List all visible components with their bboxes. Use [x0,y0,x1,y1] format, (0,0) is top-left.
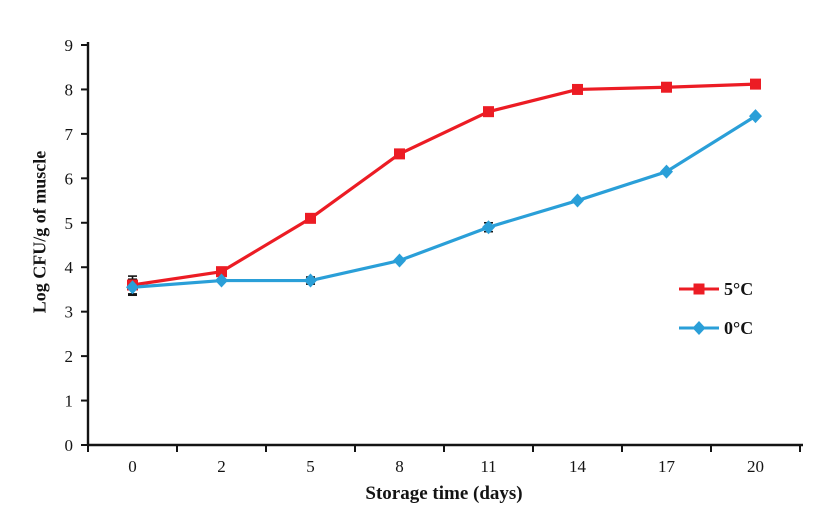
series-line-0 [130,82,758,287]
series-line-1 [130,114,758,289]
svg-text:1: 1 [65,392,74,411]
series-markers-1 [126,109,762,295]
svg-text:8: 8 [65,80,74,99]
svg-text:8: 8 [395,457,404,476]
legend-item-5c: 5°C [678,279,754,299]
svg-text:7: 7 [65,125,74,144]
svg-text:14: 14 [569,457,587,476]
svg-text:5: 5 [306,457,315,476]
svg-text:20: 20 [747,457,764,476]
series-markers-0 [127,78,761,291]
svg-text:4: 4 [65,258,74,277]
error-bars [128,85,582,297]
svg-text:9: 9 [65,36,74,55]
svg-text:6: 6 [65,169,74,188]
chart-legend: 5°C 0°C [678,279,754,338]
svg-text:0: 0 [128,457,137,476]
svg-text:2: 2 [217,457,226,476]
legend-label-0c: 0°C [724,318,754,338]
y-axis-title: Log CFU/g of muscle [29,150,50,314]
legend-item-0c: 0°C [678,318,754,338]
svg-text:0: 0 [65,436,74,455]
legend-marker-5c-icon [679,283,719,295]
legend-marker-0c-icon [679,321,719,335]
svg-text:3: 3 [65,303,74,322]
x-axis-title: Storage time (days) [365,483,523,504]
svg-text:2: 2 [65,347,74,366]
svg-text:5: 5 [65,214,74,233]
axes: 0 1 2 3 4 5 6 7 8 9 0 2 5 8 11 14 17 20 [65,36,803,476]
svg-text:11: 11 [480,457,496,476]
svg-text:17: 17 [658,457,676,476]
legend-label-5c: 5°C [724,279,754,299]
